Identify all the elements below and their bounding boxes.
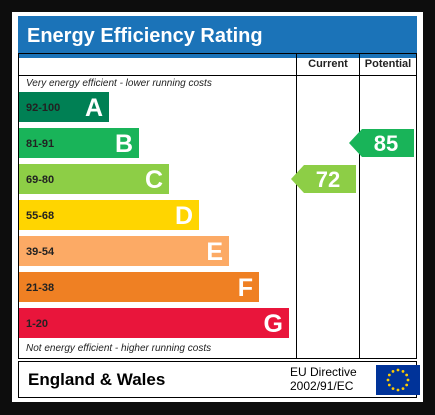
band-letter-e: E xyxy=(206,238,223,266)
flag-star xyxy=(387,383,391,387)
band-range-g: 1-20 xyxy=(26,318,48,330)
country-label: England & Wales xyxy=(28,370,166,389)
band-letter-f: F xyxy=(238,274,253,302)
band-range-c: 69-80 xyxy=(26,174,54,186)
eu-flag-icon xyxy=(376,365,420,395)
potential-rating-value: 85 xyxy=(374,131,398,156)
flag-star xyxy=(405,373,409,377)
flag-star xyxy=(396,388,400,392)
band-bar-b xyxy=(19,128,139,158)
band-bar-d xyxy=(19,200,199,230)
band-bar-f xyxy=(19,272,259,302)
band-letter-a: A xyxy=(85,94,103,122)
band-range-d: 55-68 xyxy=(26,210,54,222)
potential-rating-arrow xyxy=(349,129,414,157)
chart-title: Energy Efficiency Rating xyxy=(27,25,263,47)
current-column-divider xyxy=(296,54,297,358)
flag-star xyxy=(391,369,395,373)
band-b: 81-91 B xyxy=(19,128,139,158)
directive-line-2: 2002/91/EC xyxy=(290,379,354,393)
flag-star xyxy=(405,383,409,387)
band-range-e: 39-54 xyxy=(26,246,55,258)
footer: England & Wales EU Directive 2002/91/EC xyxy=(18,361,420,398)
band-range-f: 21-38 xyxy=(26,282,54,294)
flag-star xyxy=(401,369,405,373)
band-letter-c: C xyxy=(145,166,163,194)
header-divider xyxy=(19,75,416,76)
chart-box: Current Potential Very energy efficient … xyxy=(18,53,417,359)
eu-directive: EU Directive 2002/91/EC xyxy=(290,365,357,393)
band-bar-e xyxy=(19,236,229,266)
flag-star xyxy=(406,378,410,382)
band-bar-c xyxy=(19,164,169,194)
flag-star xyxy=(401,387,405,391)
band-f: 21-38 F xyxy=(19,272,259,302)
current-rating-arrow xyxy=(291,165,356,193)
band-range-b: 81-91 xyxy=(26,138,54,150)
band-g: 1-20 G xyxy=(19,308,289,338)
top-note: Very energy efficient - lower running co… xyxy=(26,78,212,89)
potential-column-header: Potential xyxy=(364,58,412,70)
band-bar-g xyxy=(19,308,289,338)
rating-bands: 92-100 A 81-91 B 69-80 C 55-68 D 39-54 E 21-38 F 1-2… xyxy=(19,92,414,338)
current-rating-value: 72 xyxy=(316,167,340,192)
flag-star xyxy=(396,368,400,372)
current-column-header: Current xyxy=(308,58,348,70)
flag-star xyxy=(387,373,391,377)
bottom-note: Not energy efficient - higher running co… xyxy=(26,343,212,354)
flag-star xyxy=(391,387,395,391)
band-d: 55-68 D xyxy=(19,200,199,230)
title-bar: Energy Efficiency Rating xyxy=(18,16,417,58)
potential-column-divider xyxy=(359,54,360,358)
band-bar-a xyxy=(19,92,109,122)
band-range-a: 92-100 xyxy=(26,102,60,114)
band-letter-b: B xyxy=(115,130,133,158)
band-e: 39-54 E xyxy=(19,236,229,266)
directive-line-1: EU Directive xyxy=(290,365,357,379)
band-c: 69-80 C xyxy=(19,164,169,194)
band-letter-d: D xyxy=(175,202,193,230)
flag-star xyxy=(386,378,390,382)
band-letter-g: G xyxy=(264,310,283,338)
epc-panel: Energy Efficiency Rating Current Potenti… xyxy=(12,12,423,402)
band-a: 92-100 A xyxy=(19,92,109,122)
